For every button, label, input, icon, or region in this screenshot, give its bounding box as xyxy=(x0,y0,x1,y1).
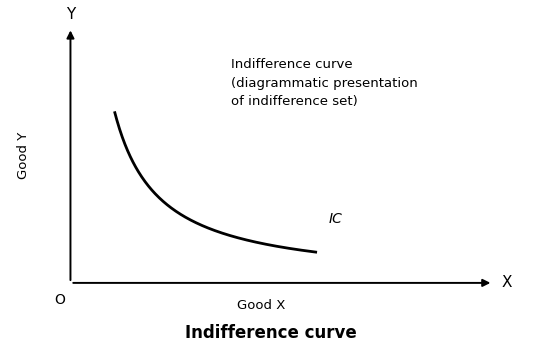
Text: Indifference curve
(diagrammatic presentation
of indifference set): Indifference curve (diagrammatic present… xyxy=(231,58,418,108)
Text: Good X: Good X xyxy=(236,299,285,313)
Text: O: O xyxy=(54,293,66,307)
Text: Indifference curve: Indifference curve xyxy=(185,324,357,342)
Text: Y: Y xyxy=(66,8,75,22)
Text: Good Y: Good Y xyxy=(17,132,30,179)
Text: IC: IC xyxy=(328,212,342,226)
Text: X: X xyxy=(502,275,512,290)
